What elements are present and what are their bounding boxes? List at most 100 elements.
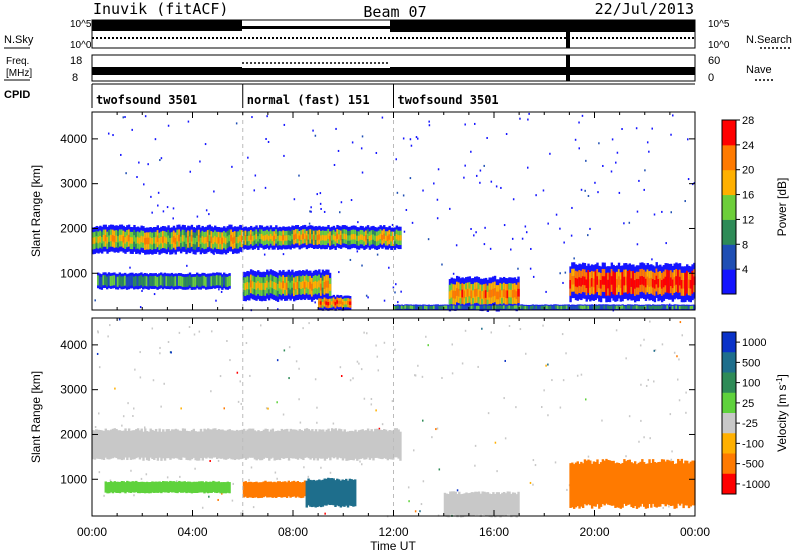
power-cell [310,283,314,291]
power-cell [285,282,289,290]
echo-pixel [649,437,651,440]
velocity-cell [339,480,343,508]
echo-pixel [122,116,124,119]
power-cell [196,235,199,243]
velocity-cell [126,480,129,493]
echo-pixel [381,116,384,119]
power-cell [185,237,188,244]
velocity-cell [251,428,255,458]
echo-pixel [414,374,417,377]
echo-pixel [252,506,255,509]
velocity-cell [513,492,517,516]
power-cell [147,276,150,287]
velocity-cell [187,481,190,493]
velocity-cell [345,478,348,506]
power-cell [457,288,461,297]
power-cell [651,305,655,309]
velocity-cell [280,482,283,498]
power-cell [117,236,120,243]
velocity-cell [232,430,235,460]
power-cell [323,235,327,241]
echo-pixel [644,169,646,172]
power-cell [341,301,345,306]
power-colorbar-label: Power [dB] [775,178,789,237]
power-cell [452,290,455,299]
power-cell [273,281,276,289]
cpid-label: CPID [4,89,30,101]
echo-pixel [114,387,116,390]
power-cell [115,235,118,242]
echo-pixel [338,271,340,274]
power-cell [294,233,298,239]
power-cell [140,235,143,243]
velocity-cell [224,430,228,460]
power-cell [440,305,443,310]
echo-pixel [193,333,196,336]
power-cell [174,276,177,287]
velocity-cell [226,481,229,493]
power-cell [248,282,251,290]
echo-pixel [481,327,483,330]
power-cell [298,235,301,241]
power-cell [199,276,202,287]
velocity-cell [127,428,131,458]
echo-pixel [417,364,419,367]
power-cell [639,305,642,310]
power-cell [246,282,249,290]
echo-pixel [359,460,361,463]
power-cell [522,305,526,310]
echo-pixel [461,362,464,365]
power-cell [359,234,363,240]
velocity-cell [187,431,190,461]
echo-pixel [133,494,135,497]
echo-pixel [616,151,619,154]
velocity-cell [133,430,136,460]
velocity-cell [285,482,289,498]
velocity-cell [197,481,201,493]
power-cell [544,305,547,309]
velocity-cell [651,459,655,504]
power-cell [233,236,237,243]
power-cell [291,234,294,240]
echo-pixel [405,208,408,211]
power-cell [325,280,328,288]
colorbar-tick-label: 25 [742,398,754,410]
power-cell [278,281,282,289]
power-cell [161,236,165,243]
velocity-cell [603,460,606,506]
velocity-cell [617,463,621,508]
echo-pixel [98,471,101,474]
freq-label: Freq. [6,56,29,67]
velocity-cell [630,462,633,507]
power-cell [343,233,346,239]
velocity-cell [470,492,474,516]
power-cell [300,282,303,289]
velocity-cell [144,482,147,494]
echo-pixel [415,136,418,139]
echo-pixel [525,231,528,234]
velocity-cell [621,462,624,508]
echo-pixel [376,355,379,358]
echo-pixel [375,344,377,347]
echo-pixel [425,335,427,338]
echo-pixel [376,253,379,256]
power-cell [221,237,224,245]
velocity-cell [476,491,479,516]
velocity-cell [458,491,461,516]
velocity-cell [650,462,653,508]
power-cell [673,277,676,286]
velocity-cell [669,461,673,507]
velocity-cell [251,482,255,498]
power-cell [572,275,576,285]
power-cell [646,305,649,309]
velocity-cell [212,480,215,493]
power-cell [153,237,156,244]
power-cell [201,236,204,243]
velocity-frame [91,317,696,517]
power-cell [327,233,330,239]
power-cell [596,276,599,285]
velocity-cell [298,429,302,459]
power-cell [144,238,147,245]
echo-pixel [625,357,627,360]
